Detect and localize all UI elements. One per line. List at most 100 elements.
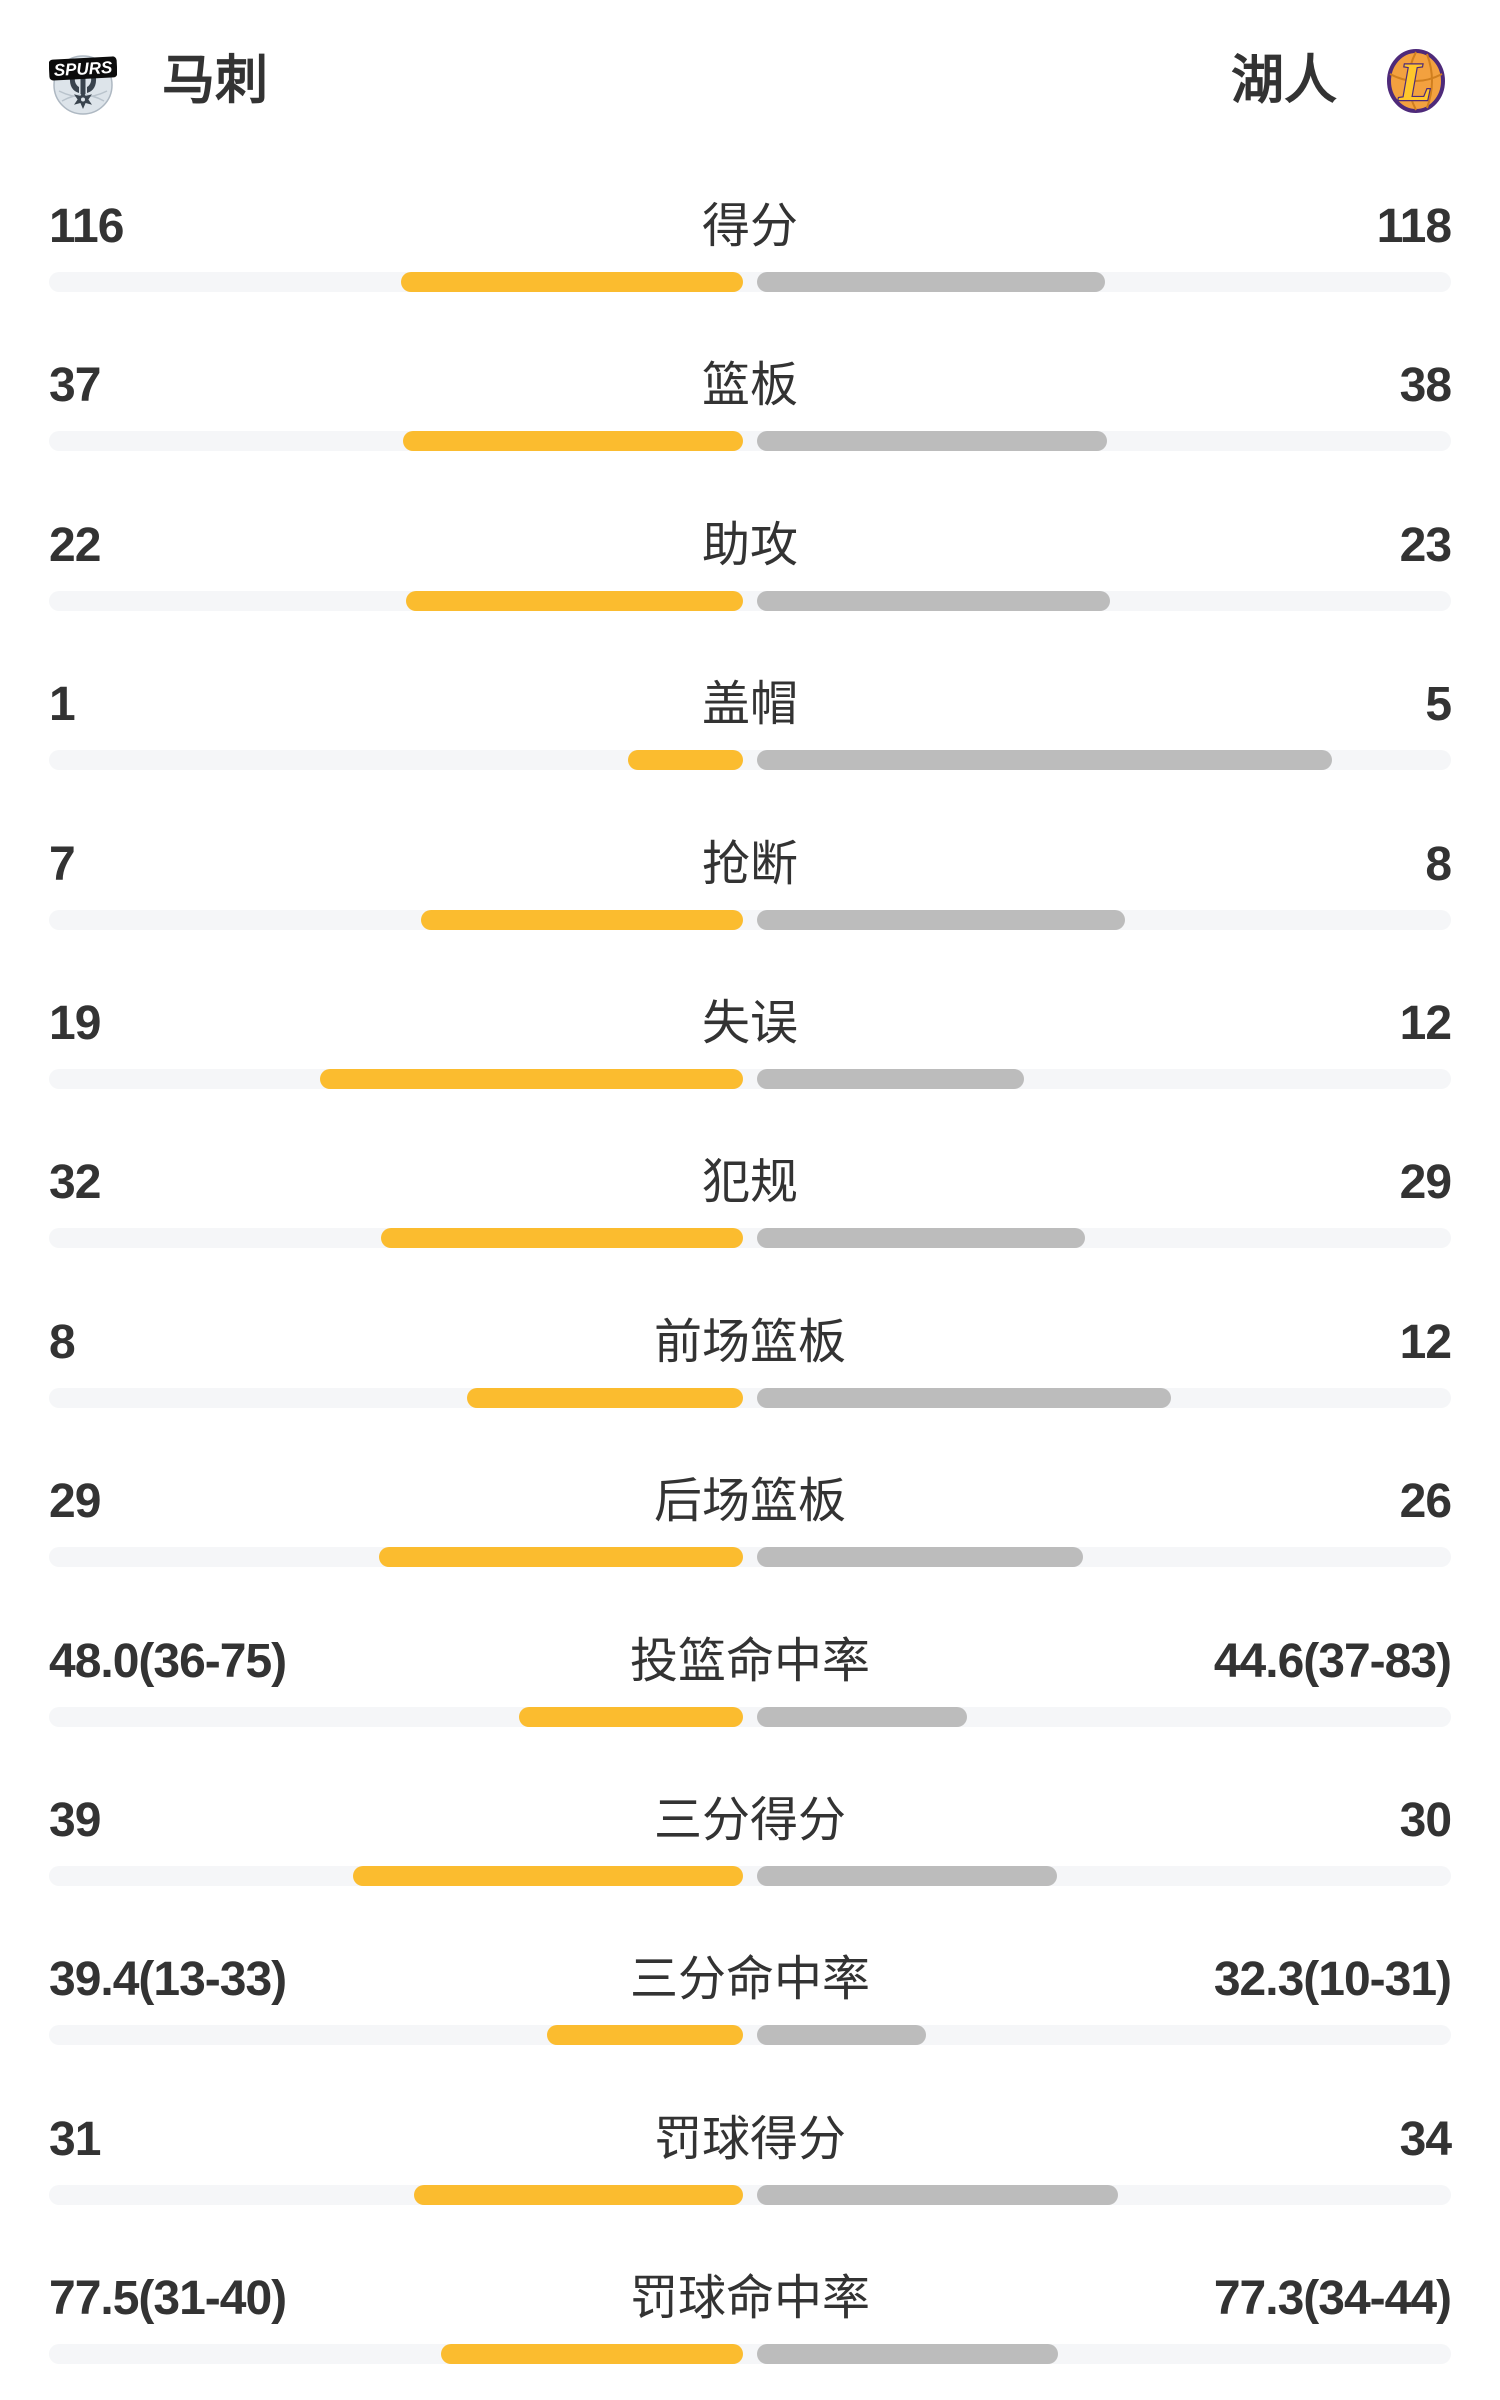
- stat-label: 盖帽: [702, 678, 799, 732]
- stat-bar-left: [406, 590, 743, 611]
- stat-line: 39 三分得分 30: [49, 1793, 1452, 1849]
- stat-bar-right: [757, 1865, 1057, 1886]
- stat-row: 31 罚球得分 34: [0, 2061, 1500, 2220]
- lakers-logo-letter: L: [1398, 52, 1432, 112]
- stat-value-right: 118: [1376, 200, 1452, 253]
- stat-bar-right: [757, 1387, 1171, 1408]
- stat-value-left: 7: [49, 837, 76, 891]
- stat-value-left: 22: [49, 518, 101, 572]
- stat-line: 7 抢断 8: [49, 837, 1452, 893]
- stat-bar-track: [49, 272, 1451, 292]
- team-name-right: 湖人: [1231, 51, 1337, 110]
- stat-value-right: 29: [1399, 1156, 1452, 1210]
- stat-label: 罚球得分: [654, 2112, 847, 2166]
- stat-value-right: 23: [1399, 518, 1452, 572]
- stat-bar-right: [757, 1068, 1024, 1089]
- stat-bar-track: [49, 2025, 1451, 2046]
- stat-row: 39.4(13-33) 三分命中率 32.3(10-31): [0, 1901, 1500, 2060]
- stat-line: 31 罚球得分 34: [49, 2112, 1452, 2168]
- stat-row: 29 后场篮板 26: [0, 1423, 1500, 1582]
- stat-row: 32 犯规 29: [0, 1104, 1500, 1263]
- stat-row: 116 得分 118: [0, 148, 1500, 307]
- stat-value-right: 34: [1399, 2112, 1452, 2166]
- lakers-logo-icon: L: [1387, 48, 1445, 113]
- stat-row: 8 前场篮板 12: [0, 1264, 1500, 1423]
- team-right: 湖人 L: [1231, 47, 1450, 115]
- stat-bar-left: [628, 750, 743, 771]
- stat-value-right: 30: [1399, 1793, 1452, 1847]
- stat-row: 48.0(36-75) 投篮命中率 44.6(37-83): [0, 1583, 1500, 1742]
- stat-line: 37 篮板 38: [49, 358, 1452, 414]
- stat-value-right: 8: [1425, 837, 1452, 891]
- stat-line: 77.5(31-40) 罚球命中率 77.3(34-44): [49, 2271, 1452, 2327]
- stats-list: 116 得分 118 37 篮板 38 22 助攻 23 1: [0, 148, 1500, 2379]
- stat-bar-right: [757, 909, 1125, 930]
- stat-label: 失误: [702, 996, 799, 1050]
- stat-value-right: 38: [1399, 359, 1452, 413]
- stat-bar-left: [403, 431, 743, 452]
- stat-bar-left: [441, 2344, 743, 2365]
- stat-line: 39.4(13-33) 三分命中率 32.3(10-31): [49, 1952, 1452, 2008]
- stat-bar-left: [353, 1865, 743, 1886]
- stat-label: 三分得分: [654, 1793, 847, 1847]
- stat-value-left: 116: [49, 200, 124, 253]
- stat-bar-right: [757, 2344, 1058, 2365]
- stat-value-left: 32: [49, 1156, 101, 1210]
- stat-label: 抢断: [702, 837, 799, 891]
- stat-bar-left: [320, 1068, 743, 1089]
- stat-row: 39 三分得分 30: [0, 1742, 1500, 1901]
- stat-value-right: 77.3(34-44): [1213, 2272, 1452, 2326]
- stat-row: 37 篮板 38: [0, 307, 1500, 466]
- stat-value-right: 44.6(37-83): [1213, 1634, 1452, 1688]
- stat-bar-track: [49, 1547, 1451, 1568]
- stat-line: 32 犯规 29: [49, 1155, 1452, 1211]
- stat-bar-left: [421, 909, 743, 930]
- stat-bar-right: [757, 750, 1332, 771]
- stat-bar-right: [757, 1706, 967, 1727]
- spurs-logo-icon: SPURS: [49, 54, 117, 115]
- stat-bar-track: [49, 909, 1451, 930]
- stat-value-left: 31: [49, 2112, 101, 2166]
- stat-line: 29 后场篮板 26: [49, 1474, 1452, 1530]
- team-left: SPURS 马刺: [49, 47, 268, 115]
- stat-value-right: 32.3(10-31): [1213, 1953, 1452, 2007]
- stat-bar-right: [757, 1547, 1083, 1568]
- stat-value-left: 48.0(36-75): [49, 1634, 287, 1688]
- stat-label: 投篮命中率: [630, 1634, 871, 1688]
- stat-line: 19 失误 12: [49, 996, 1452, 1052]
- stat-value-left: 19: [49, 996, 101, 1050]
- stat-bar-track: [49, 1706, 1451, 1727]
- stat-value-left: 39.4(13-33): [49, 1953, 287, 2007]
- stat-bar-track: [49, 1865, 1451, 1886]
- stat-row: 19 失误 12: [0, 945, 1500, 1104]
- stat-line: 116 得分 118: [49, 199, 1452, 255]
- stat-bar-track: [49, 750, 1451, 771]
- stat-bar-track: [49, 1387, 1451, 1408]
- stat-bar-left: [401, 272, 743, 292]
- stat-label: 犯规: [702, 1156, 799, 1210]
- stat-row: 7 抢断 8: [0, 786, 1500, 945]
- stat-value-left: 37: [49, 359, 101, 413]
- stat-bar-left: [519, 1706, 743, 1727]
- stat-value-right: 5: [1425, 678, 1452, 732]
- stat-line: 1 盖帽 5: [49, 677, 1452, 733]
- team-name-left: 马刺: [162, 51, 268, 110]
- stat-bar-right: [757, 2025, 926, 2046]
- stat-value-right: 26: [1399, 1475, 1452, 1529]
- stat-label: 三分命中率: [630, 1953, 871, 2007]
- stat-bar-track: [49, 2184, 1451, 2205]
- stat-bar-track: [49, 590, 1451, 611]
- stat-bar-left: [414, 2184, 743, 2205]
- stat-bar-right: [757, 2184, 1118, 2205]
- stat-label: 前场篮板: [654, 1315, 847, 1369]
- stat-bar-right: [757, 272, 1105, 292]
- stat-value-left: 77.5(31-40): [49, 2272, 287, 2326]
- stat-bar-track: [49, 431, 1451, 452]
- stat-bar-right: [757, 590, 1110, 611]
- stat-value-right: 12: [1399, 1315, 1452, 1369]
- stat-bar-left: [467, 1387, 743, 1408]
- stat-label: 助攻: [702, 518, 799, 572]
- stat-bar-left: [379, 1547, 743, 1568]
- stat-label: 罚球命中率: [630, 2272, 871, 2326]
- stat-bar-left: [381, 1228, 743, 1249]
